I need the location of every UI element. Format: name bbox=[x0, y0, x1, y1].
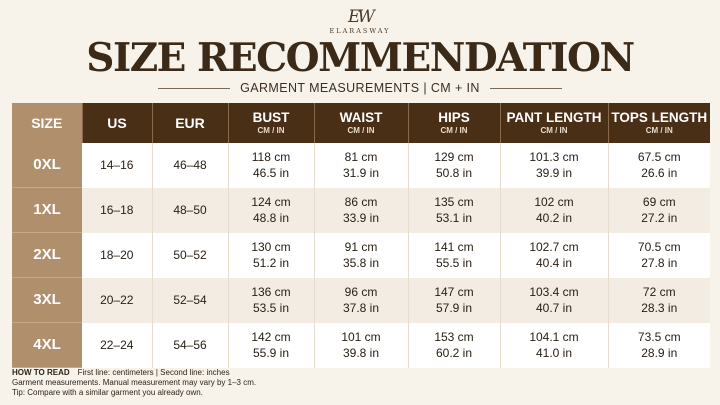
waist-cell: 81 cm 31.9 in bbox=[314, 143, 409, 188]
column-header-waist: WAIST CM / IN bbox=[314, 103, 409, 143]
size-label: 0XL bbox=[12, 143, 82, 188]
brand-monogram-logo: EW bbox=[348, 7, 375, 27]
table-row: 2XL 18–20 50–52 130 cm 51.2 in 91 cm 35.8 … bbox=[12, 232, 710, 278]
hips-cell: 153 cm 60.2 in bbox=[408, 322, 501, 368]
how-to-read-text: First line: centimeters | Second line: i… bbox=[77, 368, 230, 377]
eur-size-cell: 54–56 bbox=[152, 322, 229, 368]
column-header-us: US bbox=[82, 103, 153, 143]
column-header-tops-length: TOPS LENGTH CM / IN bbox=[608, 103, 710, 143]
tops-length-cell: 69 cm 27.2 in bbox=[608, 187, 710, 233]
pant-length-cell: 102 cm 40.2 in bbox=[500, 187, 609, 233]
table-row: 0XL 14–16 46–48 118 cm 46.5 in 81 cm 31.9 … bbox=[12, 143, 710, 188]
hips-cell: 135 cm 53.1 in bbox=[408, 187, 501, 233]
size-label: 4XL bbox=[12, 322, 82, 368]
bust-cell: 118 cm 46.5 in bbox=[228, 143, 315, 188]
size-label: 3XL bbox=[12, 277, 82, 323]
waist-cell: 96 cm 37.8 in bbox=[314, 277, 409, 323]
pant-length-cell: 101.3 cm 39.9 in bbox=[500, 143, 609, 188]
measurement-note: Garment measurements. Manual measurement… bbox=[12, 378, 257, 387]
table-row: 4XL 22–24 54–56 142 cm 55.9 in 101 cm 39.8… bbox=[12, 322, 710, 368]
subtitle: GARMENT MEASUREMENTS | CM + IN bbox=[240, 81, 480, 95]
pant-length-cell: 104.1 cm 41.0 in bbox=[500, 322, 609, 368]
table-row: 1XL 16–18 48–50 124 cm 48.8 in 86 cm 33.9 … bbox=[12, 187, 710, 233]
size-label: 1XL bbox=[12, 187, 82, 233]
eur-size-cell: 50–52 bbox=[152, 232, 229, 278]
pant-length-cell: 102.7 cm 40.4 in bbox=[500, 232, 609, 278]
us-size-cell: 18–20 bbox=[82, 232, 153, 278]
waist-cell: 86 cm 33.9 in bbox=[314, 187, 409, 233]
bust-cell: 130 cm 51.2 in bbox=[228, 232, 315, 278]
hips-cell: 147 cm 57.9 in bbox=[408, 277, 501, 323]
footer-notes: HOW TO READ First line: centimeters | Sec… bbox=[12, 368, 710, 398]
column-header-size: SIZE bbox=[12, 103, 83, 143]
tops-length-cell: 67.5 cm 26.6 in bbox=[608, 143, 710, 188]
eur-size-cell: 52–54 bbox=[152, 277, 229, 323]
waist-cell: 101 cm 39.8 in bbox=[314, 322, 409, 368]
brand-name: ELARASWAY bbox=[329, 27, 391, 35]
bust-cell: 142 cm 55.9 in bbox=[228, 322, 315, 368]
table-header-row: SIZE US EUR BUST CM / IN WAIST CM / IN H bbox=[12, 103, 710, 143]
us-size-cell: 16–18 bbox=[82, 187, 153, 233]
column-header-bust: BUST CM / IN bbox=[228, 103, 315, 143]
tops-length-cell: 72 cm 28.3 in bbox=[608, 277, 710, 323]
tip-note: Tip: Compare with a similar garment you … bbox=[12, 388, 203, 397]
eur-size-cell: 46–48 bbox=[152, 143, 229, 188]
hips-cell: 129 cm 50.8 in bbox=[408, 143, 501, 188]
bust-cell: 124 cm 48.8 in bbox=[228, 187, 315, 233]
subtitle-row: GARMENT MEASUREMENTS | CM + IN bbox=[0, 79, 720, 97]
tops-length-cell: 70.5 cm 27.8 in bbox=[608, 232, 710, 278]
pant-length-cell: 103.4 cm 40.7 in bbox=[500, 277, 609, 323]
how-to-read-label: HOW TO READ bbox=[12, 368, 70, 377]
how-to-read-line: HOW TO READ First line: centimeters | Sec… bbox=[12, 368, 710, 378]
hips-cell: 141 cm 55.5 in bbox=[408, 232, 501, 278]
tops-length-cell: 73.5 cm 28.9 in bbox=[608, 322, 710, 368]
waist-cell: 91 cm 35.8 in bbox=[314, 232, 409, 278]
column-header-pant-length: PANT LENGTH CM / IN bbox=[500, 103, 609, 143]
table-row: 3XL 20–22 52–54 136 cm 53.5 in 96 cm 37.8 … bbox=[12, 277, 710, 323]
page-title: SIZE RECOMMENDATION bbox=[86, 35, 635, 81]
eur-size-cell: 48–50 bbox=[152, 187, 229, 233]
subtitle-divider-left bbox=[158, 87, 231, 89]
size-label: 2XL bbox=[12, 232, 82, 278]
bust-cell: 136 cm 53.5 in bbox=[228, 277, 315, 323]
us-size-cell: 22–24 bbox=[82, 322, 153, 368]
us-size-cell: 20–22 bbox=[82, 277, 153, 323]
us-size-cell: 14–16 bbox=[82, 143, 153, 188]
size-table: SIZE US EUR BUST CM / IN WAIST CM / IN H bbox=[12, 103, 710, 368]
subtitle-divider-right bbox=[489, 87, 562, 89]
column-header-eur: EUR bbox=[152, 103, 229, 143]
column-header-hips: HIPS CM / IN bbox=[408, 103, 501, 143]
